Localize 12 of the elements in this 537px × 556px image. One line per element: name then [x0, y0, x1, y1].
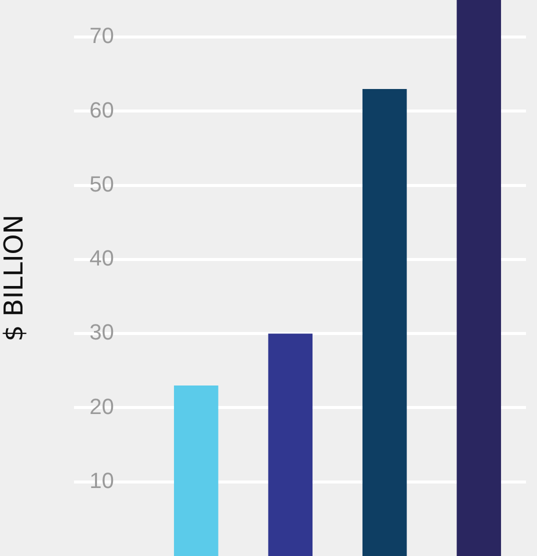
y-axis-title: $ BILLION	[0, 214, 30, 342]
bar	[362, 88, 407, 556]
bar	[174, 385, 218, 556]
y-tick-label: 60	[90, 97, 114, 122]
y-tick-label: 50	[90, 171, 114, 196]
y-tick-label: 40	[90, 246, 114, 271]
y-tick-label: 20	[90, 394, 114, 419]
bar	[456, 0, 502, 556]
y-tick-label: 30	[90, 320, 114, 345]
bar	[268, 334, 313, 556]
y-tick-label: 70	[90, 23, 114, 48]
y-tick-label: 10	[90, 468, 114, 493]
